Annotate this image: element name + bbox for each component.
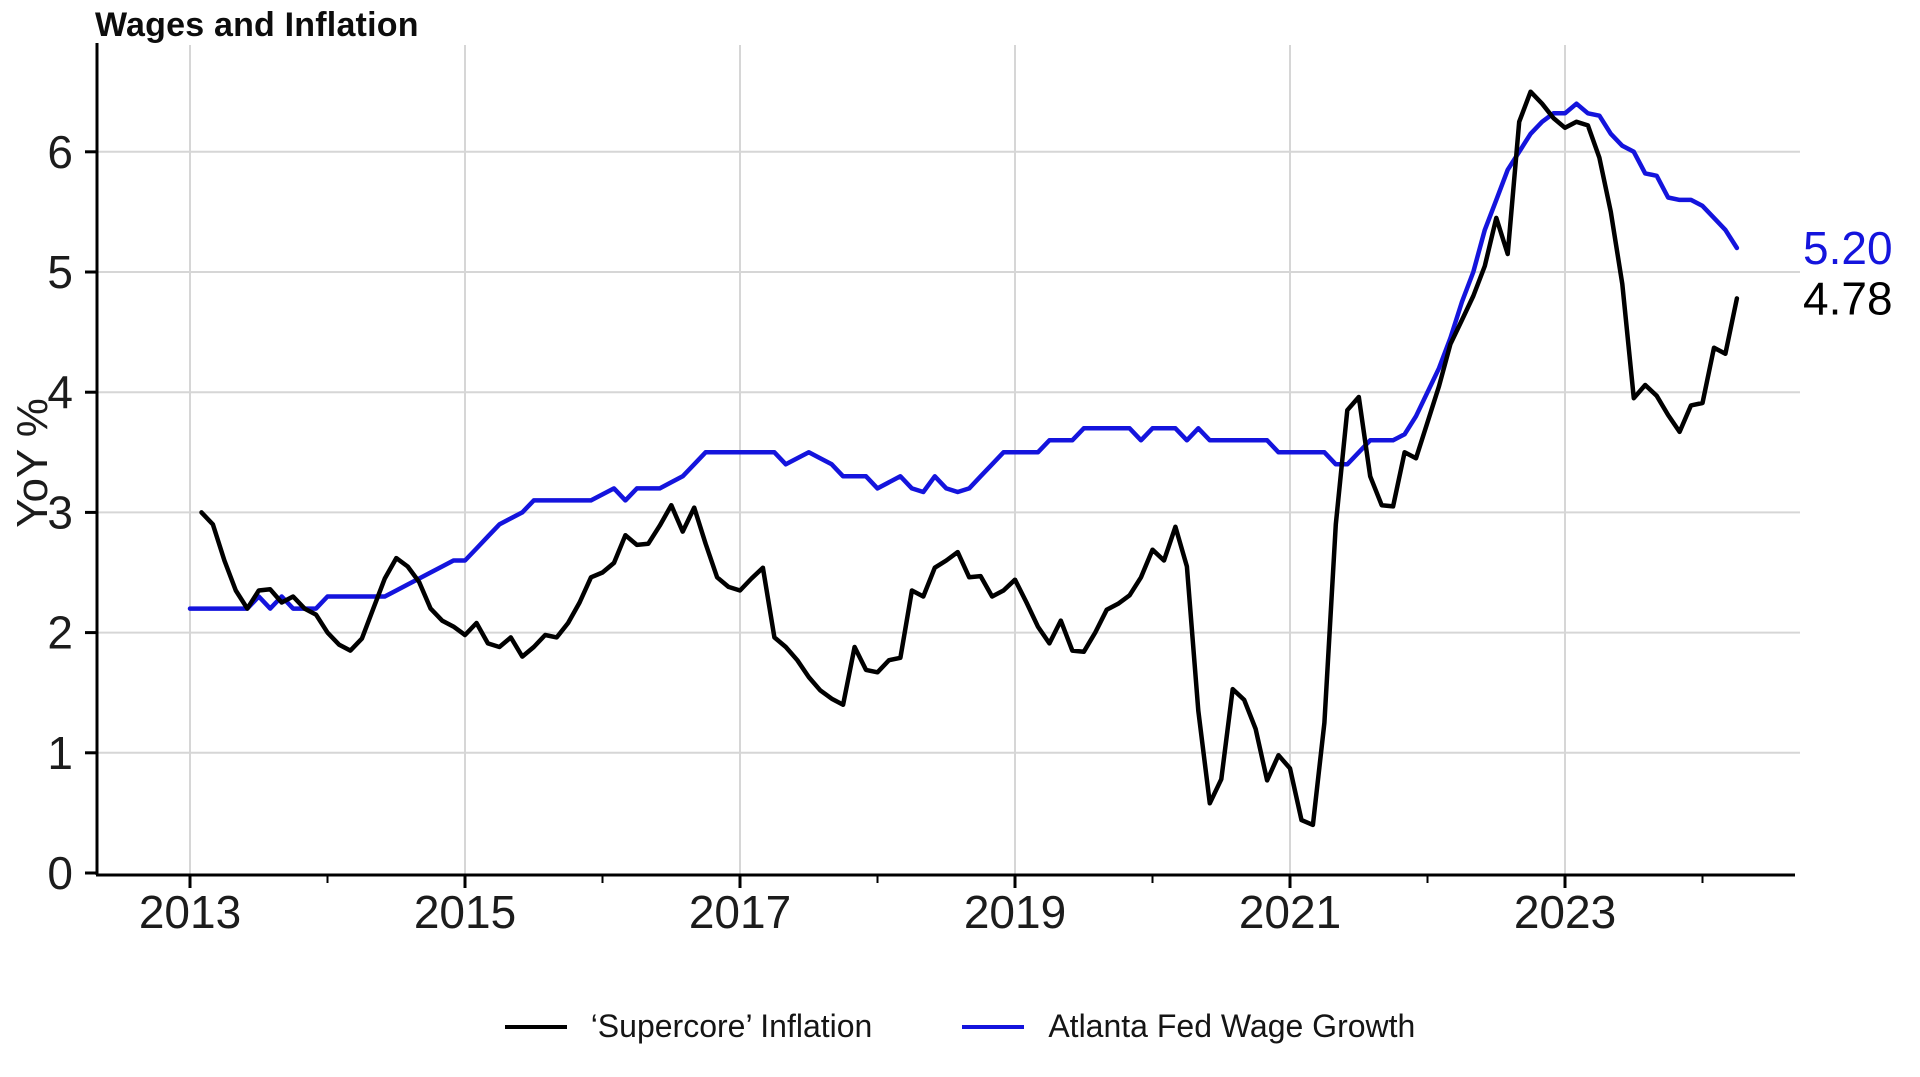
supercore-end-value-label: 4.78 (1803, 272, 1893, 324)
x-tick-label: 2013 (139, 886, 241, 938)
y-tick-label: 2 (47, 607, 73, 659)
wage-growth-line-swatch (962, 1024, 1025, 1029)
x-tick-label: 2023 (1514, 886, 1616, 938)
legend-item-supercore: ‘Supercore’ Inflation (504, 1008, 873, 1045)
chart-title: Wages and Inflation (95, 6, 419, 44)
atlanta-fed-wage-growth-line (187, 101, 1740, 611)
y-tick-label: 6 (47, 126, 73, 178)
y-tick-label: 4 (47, 366, 73, 418)
supercore-inflation-line (199, 89, 1740, 828)
legend-label-supercore: ‘Supercore’ Inflation (590, 1008, 873, 1044)
y-tick-label: 1 (47, 727, 73, 779)
wage-growth-end-value-label: 5.20 (1803, 222, 1893, 274)
y-tick-label: 5 (47, 246, 73, 298)
legend-item-wage-growth: Atlanta Fed Wage Growth (962, 1008, 1415, 1045)
x-tick-label: 2021 (1239, 886, 1341, 938)
x-tick-label: 2015 (414, 886, 516, 938)
y-tick-label: 3 (47, 486, 73, 538)
y-tick-label: 0 (47, 847, 73, 899)
x-tick-label: 2019 (964, 886, 1066, 938)
legend-label-wage-growth: Atlanta Fed Wage Growth (1048, 1008, 1416, 1044)
supercore-line-swatch (504, 1024, 567, 1029)
x-tick-label: 2017 (689, 886, 791, 938)
legend: ‘Supercore’ Inflation Atlanta Fed Wage G… (0, 1008, 1920, 1045)
